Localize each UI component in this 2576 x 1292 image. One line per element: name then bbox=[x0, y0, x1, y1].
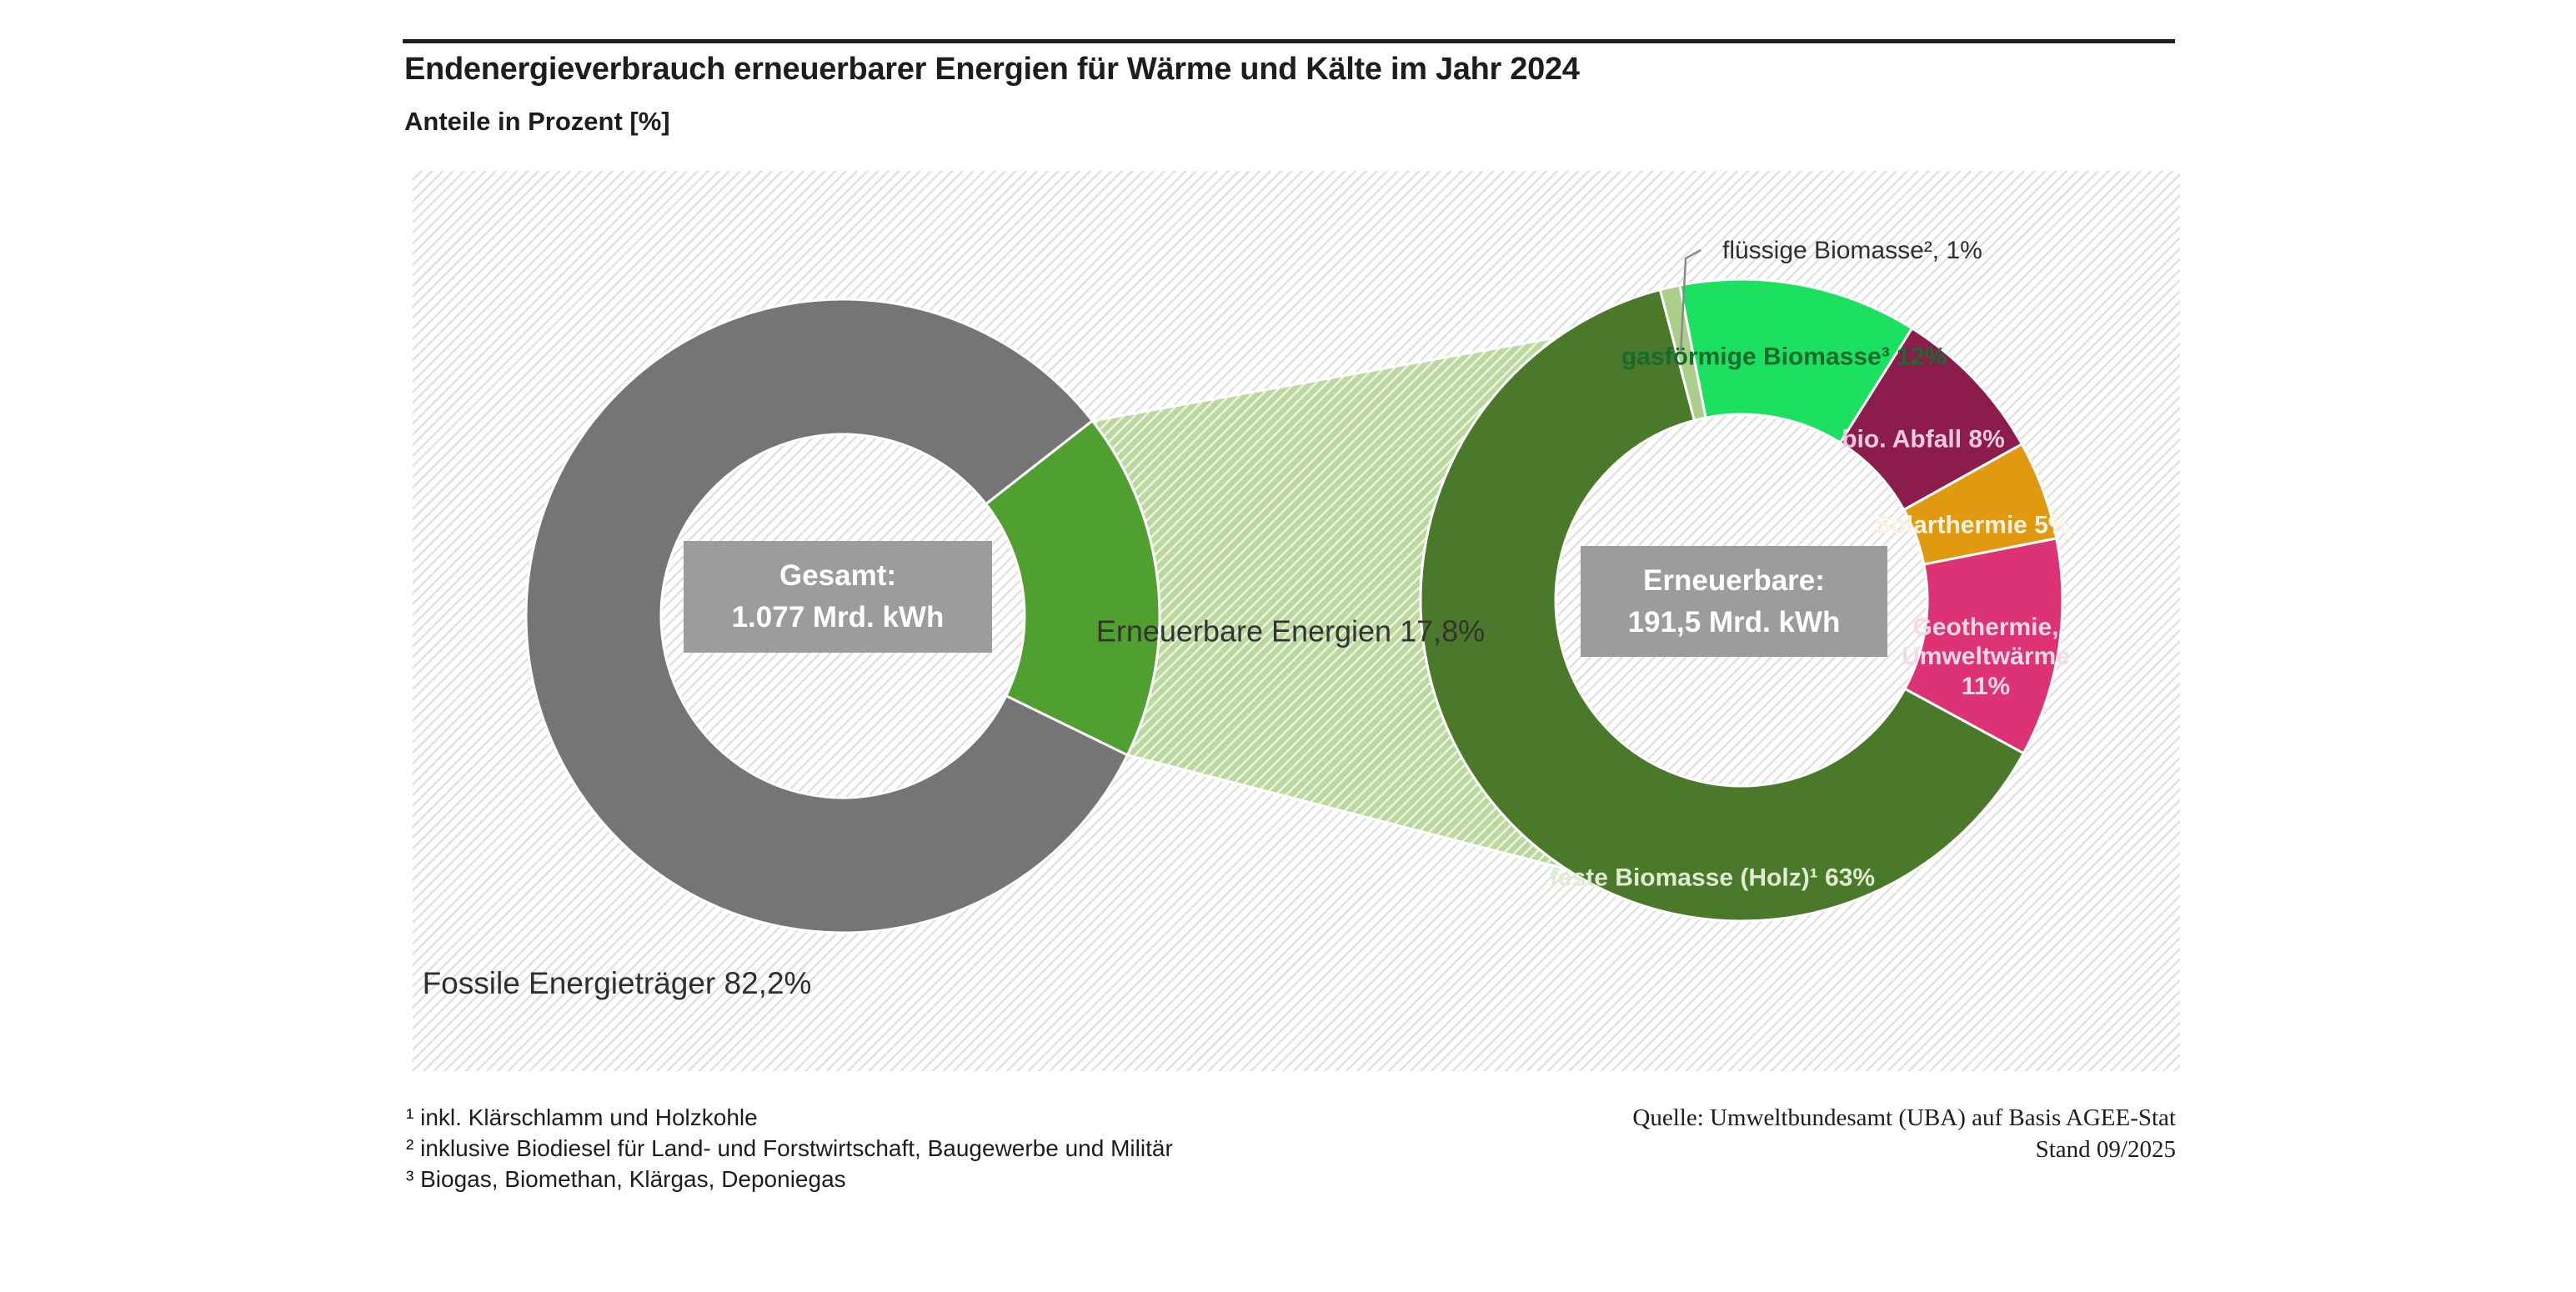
footnote-1: ¹ inkl. Klärschlamm und Holzkohle bbox=[406, 1104, 758, 1130]
segment-label-solid-biomass: feste Biomasse (Holz)¹ 63% bbox=[1549, 864, 1876, 892]
segment-label-bio-waste: bio. Abfall 8% bbox=[1842, 425, 2005, 453]
segment-label-gaseous-biomass: gasförmige Biomasse³ 12% bbox=[1621, 343, 1947, 371]
footnote-3: ³ Biogas, Biomethan, Klärgas, Deponiegas bbox=[406, 1166, 846, 1192]
renewables-segment bbox=[985, 419, 1161, 757]
left-donut bbox=[524, 298, 1161, 934]
footnote-2: ² inklusive Biodiesel für Land- und Fors… bbox=[406, 1135, 1173, 1161]
total-value-text: Gesamt: 1.077 Mrd. kWh bbox=[731, 559, 945, 633]
total-value-box: Gesamt: 1.077 Mrd. kWh bbox=[684, 541, 992, 653]
page-subtitle: Anteile in Prozent [%] bbox=[404, 107, 670, 136]
renewables-value-box: Erneuerbare: 191,5 Mrd. kWh bbox=[1581, 546, 1887, 657]
segment-label-geothermal: Geothermie, Umweltwärme 11% bbox=[1902, 613, 2070, 700]
right-donut-segment-5 bbox=[1658, 283, 1707, 422]
renewables-value-text: Erneuerbare: 191,5 Mrd. kWh bbox=[1627, 563, 1841, 638]
liquid-biomass-leader-line bbox=[1679, 248, 1701, 355]
source-date: Stand 09/2025 bbox=[2035, 1136, 2176, 1163]
right-donut-segment-4 bbox=[1419, 288, 2025, 923]
connector-label: Erneuerbare Energien 17,8% bbox=[1095, 613, 1486, 649]
source-note: Quelle: Umweltbundesamt (UBA) auf Basis … bbox=[1632, 1102, 2176, 1165]
donut-chart-svg bbox=[524, 248, 2064, 934]
leader-line bbox=[1679, 248, 1701, 355]
fossil-segment bbox=[524, 298, 1129, 934]
segment-label-liquid-biomass: flüssige Biomasse², 1% bbox=[1722, 237, 1982, 264]
footnotes: ¹ inkl. Klärschlamm und Holzkohle ² inkl… bbox=[406, 1102, 1173, 1194]
title-rule bbox=[403, 39, 2175, 43]
plot-area: Erneuerbare Energien 17,8% Fossile Energ… bbox=[413, 171, 2180, 1071]
page-title: Endenergieverbrauch erneuerbarer Energie… bbox=[404, 52, 1580, 87]
source-line: Quelle: Umweltbundesamt (UBA) auf Basis … bbox=[1632, 1104, 2176, 1131]
right-donut bbox=[1419, 278, 2064, 923]
segment-label-solar-thermal: Solarthermie 5% bbox=[1874, 511, 2071, 539]
fossil-share-label: Fossile Energieträger 82,2% bbox=[422, 965, 812, 1000]
